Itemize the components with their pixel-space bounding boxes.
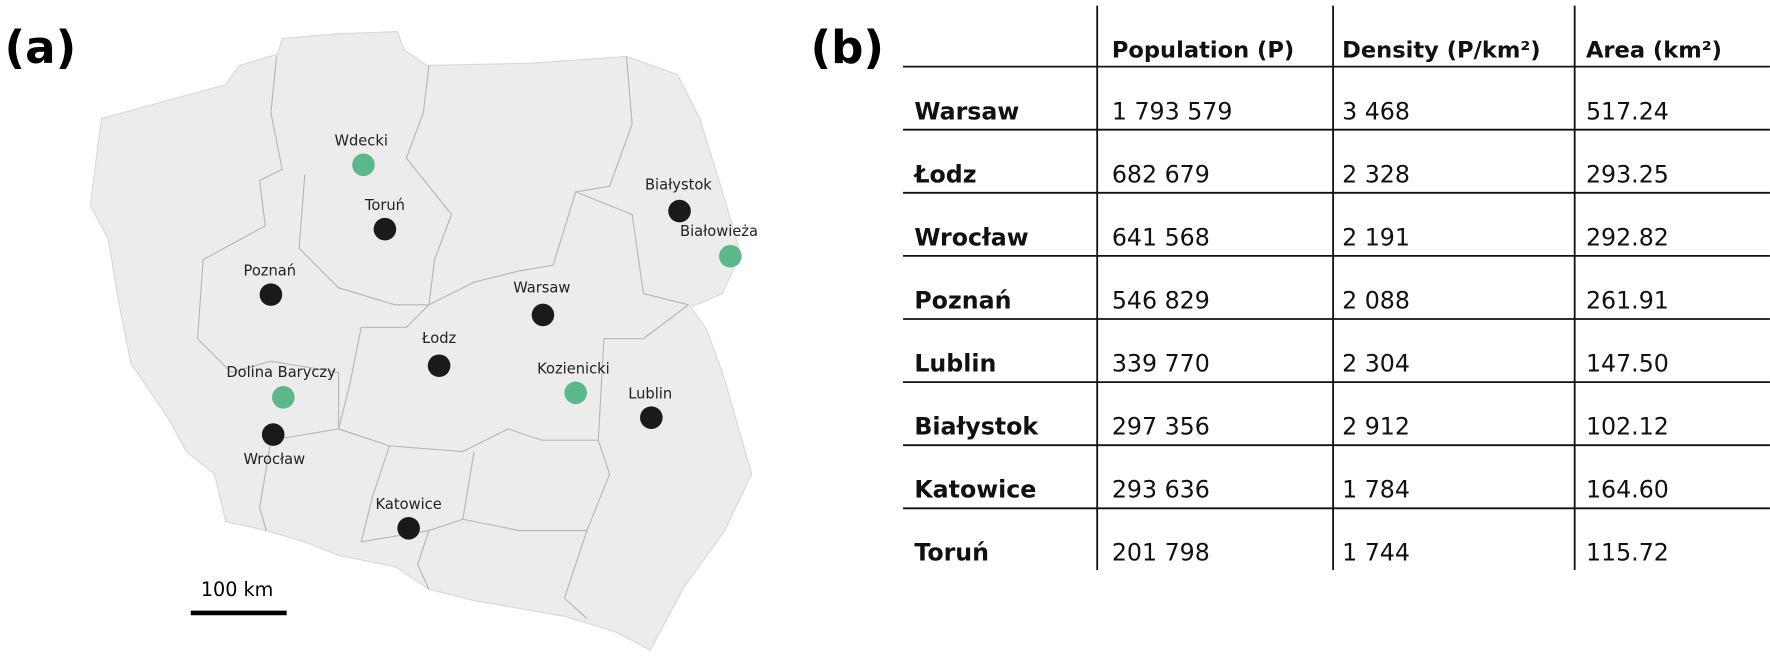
table-cell: 293.25 bbox=[1586, 160, 1669, 188]
table-cell: 2 191 bbox=[1342, 223, 1410, 251]
place-marker bbox=[427, 354, 451, 378]
panel-label: (b) bbox=[810, 21, 884, 74]
place-marker bbox=[272, 386, 295, 409]
row-header: Lublin bbox=[914, 349, 996, 377]
column-header: Area (km²) bbox=[1586, 37, 1722, 63]
country-outline bbox=[89, 31, 753, 651]
place-label: Białystok bbox=[645, 177, 712, 194]
place-marker bbox=[261, 423, 285, 446]
figure-content: (a) (b) Wdecki Toruń Poznań Białystok Białow… bbox=[5, 5, 1770, 651]
place-label: Łodz bbox=[421, 330, 457, 347]
place-label: Katowice bbox=[376, 496, 442, 513]
place-label: Dolina Baryczy bbox=[226, 364, 336, 381]
table-cell: 339 770 bbox=[1112, 349, 1210, 377]
row-header: Wrocław bbox=[914, 223, 1028, 251]
table-cell: 2 088 bbox=[1342, 286, 1410, 314]
panel-label: (a) bbox=[5, 21, 77, 74]
table-cell: 641 568 bbox=[1112, 223, 1210, 251]
column-header: Density (P/km²) bbox=[1342, 37, 1540, 63]
place-label: Lublin bbox=[628, 385, 672, 402]
place-marker bbox=[352, 153, 375, 177]
row-header: Toruń bbox=[914, 538, 989, 566]
place-marker bbox=[259, 283, 283, 306]
table-cell: 115.72 bbox=[1586, 538, 1669, 566]
row-header: Białystok bbox=[914, 412, 1039, 440]
place-label: Poznań bbox=[244, 262, 297, 279]
place-label: Wrocław bbox=[243, 451, 305, 468]
place-label: Toruń bbox=[364, 197, 405, 214]
place-label: Warsaw bbox=[513, 279, 570, 296]
row-header: Łodz bbox=[912, 160, 976, 188]
table-cell: 2 912 bbox=[1342, 412, 1410, 440]
table-cell: 546 829 bbox=[1112, 286, 1210, 314]
place-marker bbox=[397, 516, 420, 540]
table-cell: 147.50 bbox=[1586, 349, 1669, 377]
table-cell: 261.91 bbox=[1586, 286, 1669, 314]
place-marker bbox=[668, 199, 691, 223]
place-marker bbox=[564, 381, 587, 405]
table-cell: 164.60 bbox=[1586, 475, 1669, 503]
table-cell: 2 328 bbox=[1342, 160, 1410, 188]
table-cell: 1 784 bbox=[1342, 475, 1410, 503]
place-marker bbox=[640, 406, 663, 429]
place-marker bbox=[531, 303, 555, 327]
table-cell: 297 356 bbox=[1112, 412, 1210, 440]
table-cell: 201 798 bbox=[1112, 538, 1210, 566]
column-header: Population (P) bbox=[1112, 37, 1294, 63]
row-header: Poznań bbox=[914, 286, 1011, 314]
table-cell: 517.24 bbox=[1586, 97, 1669, 125]
table-cell: 292.82 bbox=[1586, 223, 1669, 251]
place-label: Kozienicki bbox=[537, 361, 610, 378]
table-cell: 2 304 bbox=[1342, 349, 1410, 377]
place-label: Wdecki bbox=[334, 133, 387, 150]
place-marker bbox=[719, 244, 742, 268]
scale-bar-label: 100 km bbox=[201, 578, 273, 601]
table-cell: 1 793 579 bbox=[1112, 97, 1233, 125]
table-cell: 1 744 bbox=[1342, 538, 1410, 566]
table-cell: 3 468 bbox=[1342, 97, 1410, 125]
place-label: Białowieża bbox=[680, 223, 758, 240]
place-marker bbox=[373, 217, 397, 241]
row-header: Katowice bbox=[914, 475, 1036, 503]
row-header: Warsaw bbox=[914, 97, 1019, 125]
region-borders bbox=[196, 56, 689, 620]
table-cell: 682 679 bbox=[1112, 160, 1210, 188]
table-cell: 102.12 bbox=[1586, 412, 1669, 440]
table-cell: 293 636 bbox=[1112, 475, 1210, 503]
